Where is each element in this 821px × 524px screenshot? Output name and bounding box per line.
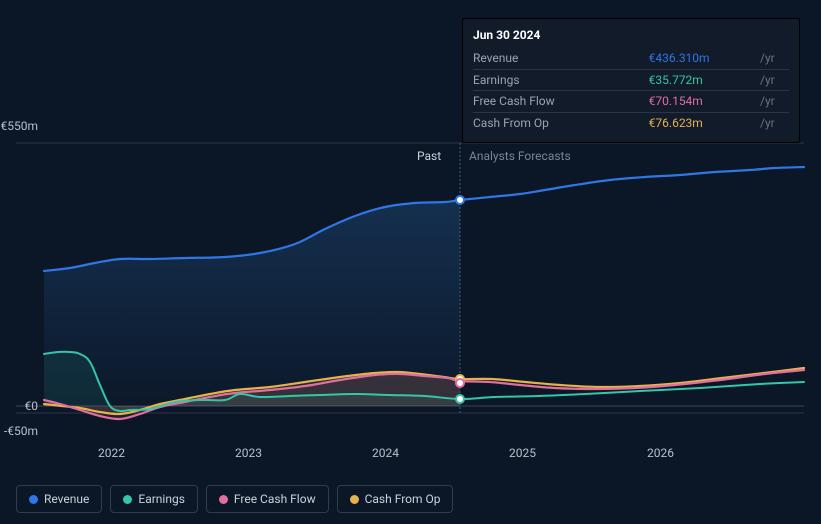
chart-panel: €550m €0 -€50m 2022 2023 2024 2025 2026 … [0, 0, 821, 524]
tooltip-row-unit: /yr [756, 69, 789, 91]
legend-item-cash-from-op[interactable]: Cash From Op [337, 485, 454, 513]
legend-item-free-cash-flow[interactable]: Free Cash Flow [206, 485, 329, 513]
tooltip-row: Revenue€436.310m/yr [473, 48, 789, 69]
tooltip-row: Cash From Op€76.623m/yr [473, 113, 789, 134]
tooltip-row-unit: /yr [756, 48, 789, 69]
tooltip-row-label: Earnings [473, 69, 649, 91]
x-axis-label: 2024 [372, 446, 399, 460]
legend-item-label: Cash From Op [365, 492, 441, 506]
legend: Revenue Earnings Free Cash Flow Cash Fro… [16, 485, 453, 513]
tooltip-row: Free Cash Flow€70.154m/yr [473, 91, 789, 113]
past-label: Past [417, 149, 441, 163]
tooltip-row-unit: /yr [756, 91, 789, 113]
x-axis-label: 2025 [509, 446, 536, 460]
tooltip-table: Revenue€436.310m/yr Earnings€35.772m/yr … [473, 48, 789, 134]
forecast-label: Analysts Forecasts [469, 149, 571, 163]
legend-item-label: Earnings [138, 492, 185, 506]
tooltip-row-label: Free Cash Flow [473, 91, 649, 113]
x-axis-label: 2023 [235, 446, 262, 460]
legend-item-revenue[interactable]: Revenue [16, 485, 102, 513]
legend-dot-icon [29, 495, 38, 504]
legend-item-label: Revenue [44, 492, 89, 506]
tooltip-row-value: €70.154m [649, 91, 756, 113]
tooltip-row-label: Revenue [473, 48, 649, 69]
x-axis-label: 2026 [647, 446, 674, 460]
tooltip-row-value: €35.772m [649, 69, 756, 91]
y-axis-label: €0 [0, 399, 38, 413]
tooltip-row: Earnings€35.772m/yr [473, 69, 789, 91]
legend-dot-icon [350, 495, 359, 504]
legend-item-label: Free Cash Flow [234, 492, 316, 506]
y-axis-label: -€50m [0, 424, 38, 438]
tooltip-row-value: €76.623m [649, 113, 756, 134]
tooltip-row-label: Cash From Op [473, 113, 649, 134]
tooltip-row-unit: /yr [756, 113, 789, 134]
hover-tooltip: Jun 30 2024 Revenue€436.310m/yr Earnings… [462, 18, 800, 143]
y-axis-label: €550m [0, 119, 38, 133]
tooltip-row-value: €436.310m [649, 48, 756, 69]
x-axis-label: 2022 [98, 446, 125, 460]
legend-dot-icon [219, 495, 228, 504]
tooltip-date: Jun 30 2024 [473, 27, 789, 44]
legend-dot-icon [123, 495, 132, 504]
legend-item-earnings[interactable]: Earnings [110, 485, 198, 513]
